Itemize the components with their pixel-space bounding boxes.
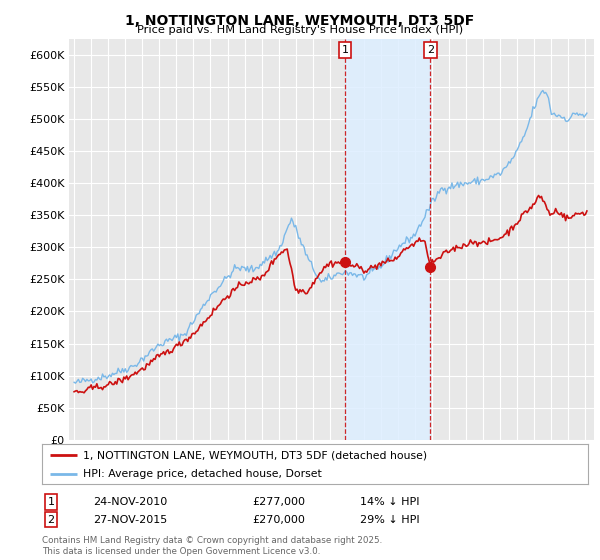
Text: 14% ↓ HPI: 14% ↓ HPI [360,497,419,507]
Text: 24-NOV-2010: 24-NOV-2010 [93,497,167,507]
Text: 1, NOTTINGTON LANE, WEYMOUTH, DT3 5DF (detached house): 1, NOTTINGTON LANE, WEYMOUTH, DT3 5DF (d… [83,450,427,460]
Text: Contains HM Land Registry data © Crown copyright and database right 2025.
This d: Contains HM Land Registry data © Crown c… [42,536,382,556]
Text: 27-NOV-2015: 27-NOV-2015 [93,515,167,525]
Text: 1: 1 [341,45,349,55]
Text: Price paid vs. HM Land Registry's House Price Index (HPI): Price paid vs. HM Land Registry's House … [137,25,463,35]
Text: 1: 1 [47,497,55,507]
Text: £270,000: £270,000 [252,515,305,525]
Text: £277,000: £277,000 [252,497,305,507]
Text: 2: 2 [427,45,434,55]
Text: 1, NOTTINGTON LANE, WEYMOUTH, DT3 5DF: 1, NOTTINGTON LANE, WEYMOUTH, DT3 5DF [125,14,475,28]
Text: HPI: Average price, detached house, Dorset: HPI: Average price, detached house, Dors… [83,469,322,479]
Text: 29% ↓ HPI: 29% ↓ HPI [360,515,419,525]
Text: 2: 2 [47,515,55,525]
Bar [345,39,430,440]
